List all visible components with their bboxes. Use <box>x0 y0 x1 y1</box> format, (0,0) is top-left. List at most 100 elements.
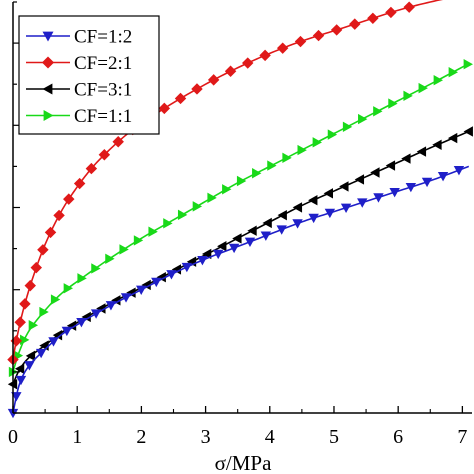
data-point <box>28 320 39 331</box>
data-point <box>236 175 247 187</box>
data-point <box>207 74 220 86</box>
data-point <box>98 149 111 161</box>
data-point <box>141 279 151 291</box>
data-point <box>15 375 27 386</box>
data-point <box>151 277 162 288</box>
legend-marker <box>42 83 53 95</box>
data-point <box>112 136 124 148</box>
x-tick-label: 4 <box>265 426 275 448</box>
x-axis-title: σ/MPa <box>215 451 273 474</box>
x-tick-label: 1 <box>72 426 82 448</box>
data-point <box>148 226 158 237</box>
data-point <box>228 243 240 254</box>
data-point <box>432 139 442 150</box>
data-point <box>44 226 57 239</box>
data-point <box>25 350 36 362</box>
legend-item-2: CF=2:1 <box>26 53 132 74</box>
data-point <box>232 233 242 244</box>
legend-label: CF=1:2 <box>74 27 132 48</box>
data-point <box>370 167 380 178</box>
data-point <box>52 329 63 341</box>
data-point <box>262 217 272 229</box>
data-point <box>181 262 193 273</box>
data-point <box>252 168 262 179</box>
axis-layer: 0 1 2 3 4 5 6 7 <box>8 1 472 448</box>
data-point <box>192 201 203 212</box>
data-point <box>349 18 361 30</box>
data-point <box>403 1 415 13</box>
data-point <box>66 320 77 331</box>
data-point <box>224 65 237 77</box>
data-point <box>308 213 319 224</box>
data-point <box>463 59 473 70</box>
data-point <box>388 98 398 109</box>
data-point <box>312 29 325 42</box>
data-point <box>174 92 187 105</box>
data-point <box>90 309 102 319</box>
data-point <box>385 6 397 19</box>
data-point <box>166 270 177 280</box>
data-point <box>63 193 75 205</box>
data-point <box>14 316 26 328</box>
data-point <box>91 263 101 274</box>
data-point <box>163 218 173 229</box>
x-tick-label: 7 <box>457 426 467 448</box>
data-point <box>308 194 318 206</box>
data-point <box>276 42 289 54</box>
x-tick-label: 3 <box>201 426 211 448</box>
data-point <box>197 256 208 266</box>
data-point <box>294 35 307 48</box>
data-point <box>447 132 458 144</box>
data-point <box>437 171 449 182</box>
data-point <box>401 153 411 164</box>
data-point <box>126 287 136 298</box>
data-point <box>10 335 22 347</box>
data-point <box>30 261 42 274</box>
data-point <box>119 244 129 255</box>
data-point <box>48 337 59 347</box>
data-point <box>282 152 292 164</box>
data-point <box>389 188 400 198</box>
data-point <box>171 264 182 275</box>
data-point <box>385 160 396 171</box>
data-point <box>342 121 353 133</box>
data-point <box>77 273 87 284</box>
data-point <box>357 198 368 208</box>
data-point <box>373 106 383 117</box>
legend-label: CF=2:1 <box>74 53 132 74</box>
data-point <box>50 294 61 305</box>
data-point <box>207 192 217 204</box>
data-point <box>373 193 384 203</box>
data-point <box>339 181 349 192</box>
data-point <box>403 90 413 102</box>
data-point <box>297 144 307 156</box>
data-point <box>222 184 232 195</box>
data-point <box>260 231 272 241</box>
data-point <box>24 361 35 371</box>
series-1 <box>7 165 470 419</box>
data-point <box>358 113 368 125</box>
data-point <box>433 75 443 86</box>
data-point <box>120 293 132 303</box>
data-point <box>327 129 338 140</box>
data-point <box>405 182 417 193</box>
legend-marker <box>42 31 54 42</box>
data-point <box>247 225 257 236</box>
data-point <box>133 235 144 246</box>
data-point <box>39 306 49 318</box>
data-point <box>85 162 98 175</box>
data-point <box>421 177 433 188</box>
x-tick-label: 2 <box>136 426 146 448</box>
data-point <box>53 209 65 222</box>
data-point <box>330 24 343 36</box>
data-point <box>276 225 287 235</box>
data-point <box>158 102 171 115</box>
data-point <box>448 67 458 78</box>
data-point <box>340 203 352 213</box>
data-point <box>367 12 379 25</box>
data-point <box>81 311 91 323</box>
legend-item-1: CF=1:2 <box>26 27 132 48</box>
data-point <box>259 49 271 62</box>
data-point <box>14 363 25 374</box>
data-point <box>213 249 224 260</box>
